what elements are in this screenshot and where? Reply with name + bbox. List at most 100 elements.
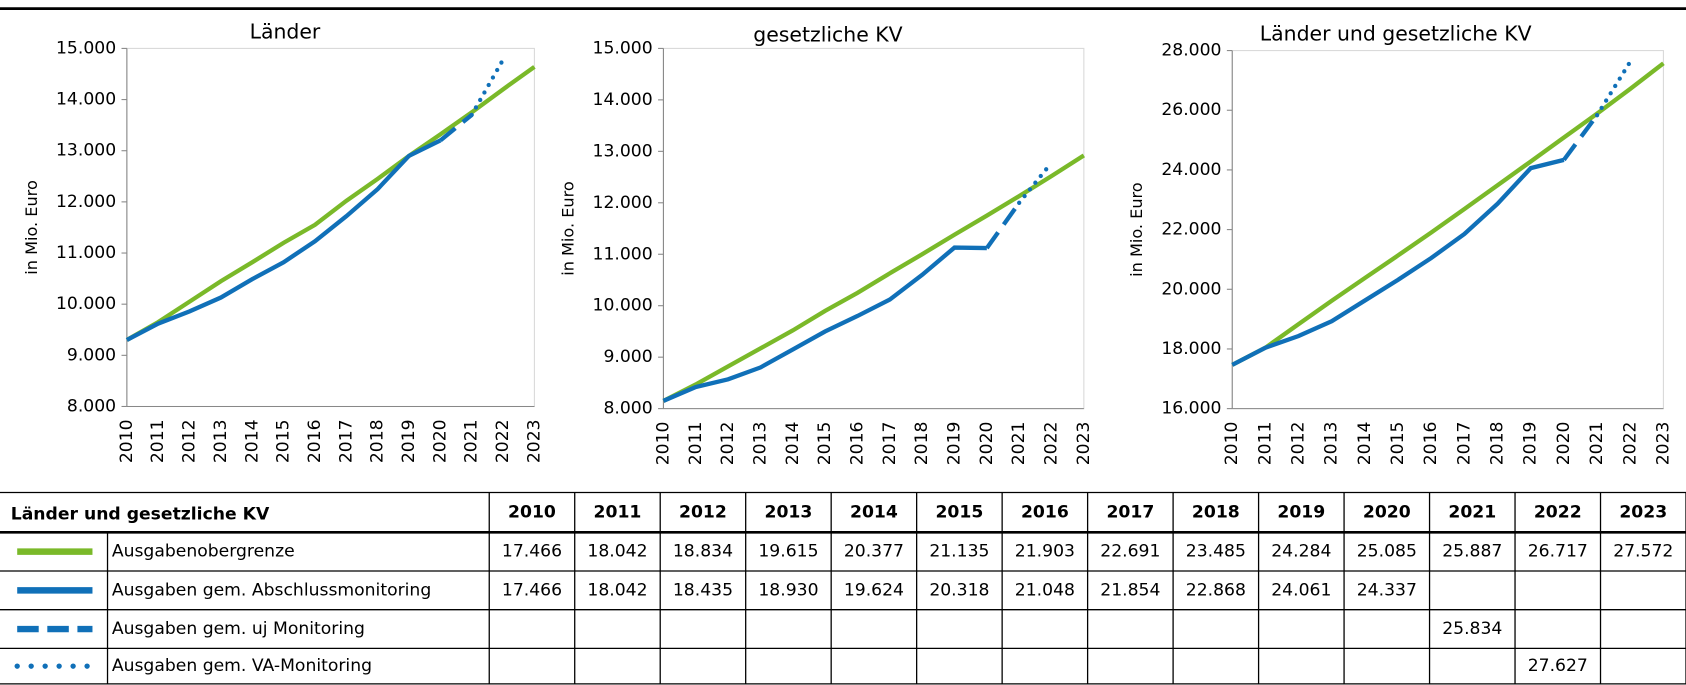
table-column-header: 2016 [1021,502,1069,522]
y-tick-label: 24.000 [1161,160,1221,180]
table-row-label: Ausgaben gem. Abschlussmonitoring [112,580,431,600]
table-column-header: 2021 [1448,502,1496,522]
x-tick-label: 2018 [1488,422,1508,466]
y-tick-label: 14.000 [593,90,653,110]
table-cell: 21.854 [1100,580,1160,600]
table-cell: 17.466 [502,580,562,600]
y-tick-label: 9.000 [67,345,116,365]
x-tick-label: 2023 [1074,422,1094,466]
x-tick-label: 2019 [944,422,964,466]
y-tick-label: 15.000 [56,38,116,58]
x-tick-label: 2018 [912,422,932,466]
x-tick-label: 2021 [1587,422,1607,466]
y-tick-label: 11.000 [56,243,116,263]
x-tick-label: 2017 [880,422,900,466]
table-cell: 25.834 [1442,619,1502,639]
series-line [469,57,506,118]
table-column-header: 2015 [935,502,983,522]
table-cell: 22.691 [1100,542,1160,562]
x-tick-label: 2014 [242,419,262,463]
table-cell: 19.624 [844,580,904,600]
y-axis-label: in Mio. Euro [1127,182,1146,277]
x-tick-label: 2014 [1355,422,1375,466]
table-cell: 27.627 [1528,656,1588,676]
plot-frame [662,47,1085,410]
y-axis-label: in Mio. Euro [558,181,577,276]
x-tick-label: 2013 [211,419,231,463]
table-column-header: 2014 [850,502,898,522]
table-column-header: 2010 [508,502,556,522]
x-tick-label: 2018 [368,419,388,463]
table-cell: 24.061 [1271,580,1331,600]
y-tick-label: 9.000 [603,347,652,367]
table-cell: 26.717 [1528,542,1588,562]
x-tick-label: 2023 [524,419,544,463]
table-cell: 17.466 [502,542,562,562]
x-tick-label: 2022 [1620,422,1640,466]
x-tick-label: 2015 [274,419,294,463]
y-tick-label: 10.000 [56,294,116,314]
table-cell: 20.377 [844,542,904,562]
y-tick-label: 12.000 [593,193,653,213]
x-tick-label: 2016 [305,419,325,463]
table-column-header: 2023 [1619,502,1667,522]
series-line [125,65,536,342]
table-cell: 18.435 [673,580,733,600]
series-line [662,153,1086,403]
x-tick-label: 2013 [1322,422,1342,466]
table-cell: 22.868 [1186,580,1246,600]
table-cell: 20.318 [929,580,989,600]
x-tick-label: 2021 [462,419,482,463]
x-tick-label: 2019 [1521,422,1541,466]
y-tick-label: 20.000 [1161,279,1221,299]
table-row-label: Ausgabenobergrenze [112,542,295,562]
x-tick-label: 2020 [1554,422,1574,466]
table-cell: 25.887 [1442,542,1502,562]
y-axis-label: in Mio. Euro [22,180,41,275]
y-tick-label: 10.000 [593,296,653,316]
series-line [438,113,474,143]
y-tick-label: 8.000 [67,396,116,416]
table-cell: 18.042 [587,580,647,600]
chart-title: Länder [250,19,321,43]
y-tick-label: 8.000 [603,399,652,419]
x-tick-label: 2010 [117,419,137,463]
table-cell: 18.042 [587,542,647,562]
x-tick-label: 2012 [180,419,200,463]
x-tick-label: 2016 [1421,422,1441,466]
table-cell: 25.085 [1357,542,1417,562]
x-tick-label: 2011 [1255,422,1275,466]
table-cell: 21.903 [1015,542,1075,562]
table-cell: 21.135 [929,542,989,562]
table-cell: 27.572 [1613,542,1673,562]
y-tick-label: 12.000 [56,192,116,212]
x-tick-label: 2011 [686,422,706,466]
x-tick-label: 2016 [847,422,867,466]
table-column-header: 2013 [765,502,813,522]
table-cell: 24.337 [1357,580,1417,600]
plot-frame [1231,50,1664,410]
y-tick-label: 26.000 [1161,100,1221,120]
table-row-label: Ausgaben gem. VA-Monitoring [112,656,372,676]
x-tick-label: 2013 [750,422,770,466]
table-cell: 23.485 [1186,542,1246,562]
x-tick-label: 2015 [815,422,835,466]
series-line [1231,61,1665,367]
table-cell: 21.048 [1015,580,1075,600]
table-cell: 18.834 [673,542,733,562]
x-tick-label: 2012 [718,422,738,466]
y-tick-label: 22.000 [1161,220,1221,240]
series-line [1562,113,1599,162]
chart-title: Länder und gesetzliche KV [1260,21,1532,45]
series-line [1231,157,1565,367]
x-tick-label: 2019 [399,419,419,463]
y-tick-label: 11.000 [593,244,653,264]
y-tick-label: 16.000 [1161,399,1221,419]
x-tick-label: 2020 [977,422,997,466]
series-line [125,138,442,342]
x-tick-label: 2012 [1289,422,1309,466]
y-tick-label: 14.000 [56,90,116,110]
table-column-header: 2019 [1277,502,1325,522]
x-tick-label: 2022 [1042,422,1062,466]
